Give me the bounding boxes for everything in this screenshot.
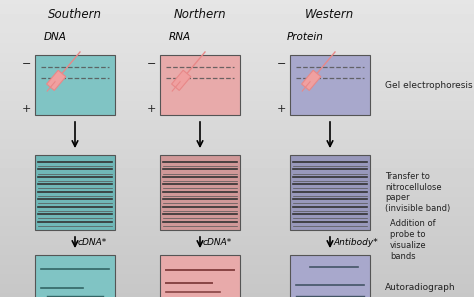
Bar xyxy=(160,255,240,297)
Text: DNA: DNA xyxy=(44,32,66,42)
Text: Transfer to
nitrocellulose
paper
(invisible band): Transfer to nitrocellulose paper (invisi… xyxy=(385,172,450,213)
Text: −: − xyxy=(22,59,31,69)
Text: Northern: Northern xyxy=(173,8,226,21)
Text: Autoradiograph: Autoradiograph xyxy=(385,283,456,292)
Text: +: + xyxy=(22,104,31,114)
Bar xyxy=(290,155,370,230)
Bar xyxy=(35,255,115,297)
Text: cDNA*: cDNA* xyxy=(78,238,107,247)
Text: Southern: Southern xyxy=(48,8,102,21)
Text: Addition of
probe to
visualize
bands: Addition of probe to visualize bands xyxy=(390,219,436,261)
Text: cDNA*: cDNA* xyxy=(203,238,232,247)
Text: Western: Western xyxy=(305,8,355,21)
Bar xyxy=(160,155,240,230)
Text: +: + xyxy=(146,104,156,114)
Text: Protein: Protein xyxy=(287,32,323,42)
Text: −: − xyxy=(146,59,156,69)
Polygon shape xyxy=(301,70,321,91)
Bar xyxy=(35,55,115,115)
Polygon shape xyxy=(46,70,66,91)
Text: Antibody*: Antibody* xyxy=(333,238,378,247)
Text: RNA: RNA xyxy=(169,32,191,42)
Bar xyxy=(160,55,240,115)
Text: −: − xyxy=(277,59,286,69)
Polygon shape xyxy=(172,70,191,91)
Bar xyxy=(290,255,370,297)
Bar xyxy=(290,55,370,115)
Bar xyxy=(35,155,115,230)
Text: Gel electrophoresis: Gel electrophoresis xyxy=(385,80,473,89)
Text: +: + xyxy=(277,104,286,114)
